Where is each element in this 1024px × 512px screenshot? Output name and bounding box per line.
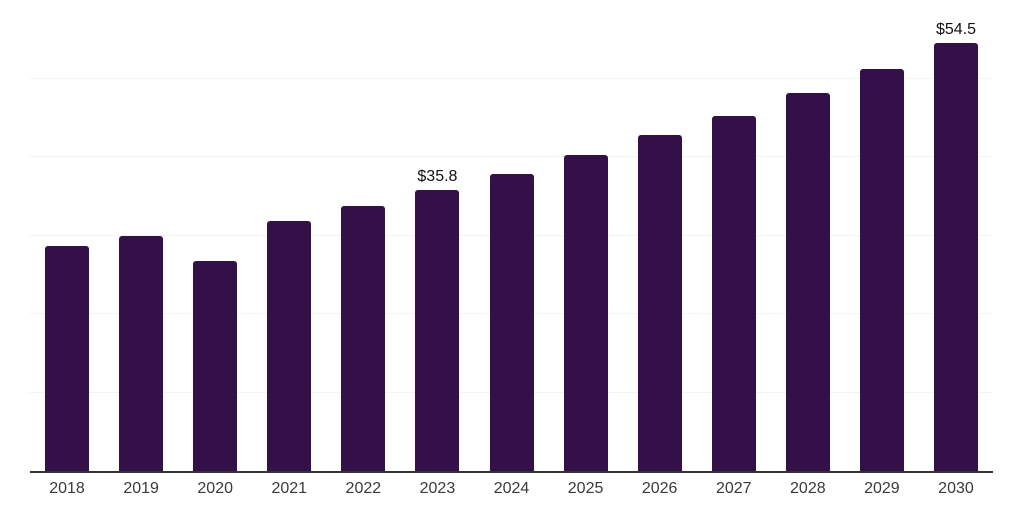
x-axis-labels: 2018 2019 2020 2021 2022 2023 2024 2025 2026 2027…	[30, 479, 993, 499]
x-tick-label: 2021	[271, 480, 308, 497]
x-tick-label: 2025	[567, 480, 604, 497]
x-tick-label: 2019	[123, 480, 159, 497]
bar-group-2027	[697, 0, 771, 471]
bar	[489, 173, 534, 471]
x-tick-label: 2028	[790, 480, 826, 497]
bar-group-2029	[845, 0, 919, 471]
bar	[637, 135, 682, 471]
bar	[267, 220, 312, 471]
bar	[711, 116, 756, 471]
bar-group-2023: $35.8	[400, 0, 474, 471]
bar-group-2021	[252, 0, 326, 471]
bar	[193, 260, 238, 471]
bars-container: $35.8 $54.5	[30, 0, 993, 471]
bar-group-2020	[178, 0, 252, 471]
x-tick-label: 2029	[864, 480, 900, 497]
x-tick-label: 2022	[345, 480, 382, 497]
bar	[45, 245, 90, 471]
bar-group-2024	[474, 0, 548, 471]
bar-group-2025	[549, 0, 623, 471]
bar	[933, 43, 978, 471]
bar-group-2030: $54.5	[919, 0, 993, 471]
x-tick-label: 2030	[938, 480, 974, 497]
bar-value-label: $35.8	[417, 167, 458, 185]
x-tick-label: 2020	[197, 480, 233, 497]
bar	[859, 69, 904, 471]
bar-group-2022	[326, 0, 400, 471]
x-tick-label: 2018	[49, 480, 85, 497]
bar-value-label: $54.5	[935, 21, 976, 39]
bar	[119, 235, 164, 471]
bar	[415, 189, 460, 471]
bar-group-2028	[771, 0, 845, 471]
bar	[785, 92, 830, 471]
bar	[341, 206, 386, 471]
x-tick-label: 2026	[641, 480, 678, 497]
bar	[563, 155, 608, 471]
plot-area: $35.8 $54.5	[30, 0, 993, 473]
bar-group-2019	[104, 0, 178, 471]
bar-group-2018	[30, 0, 104, 471]
x-tick-label: 2024	[493, 480, 530, 497]
x-tick-label: 2027	[715, 480, 752, 497]
bar-group-2026	[623, 0, 697, 471]
x-tick-label: 2023	[419, 480, 456, 497]
